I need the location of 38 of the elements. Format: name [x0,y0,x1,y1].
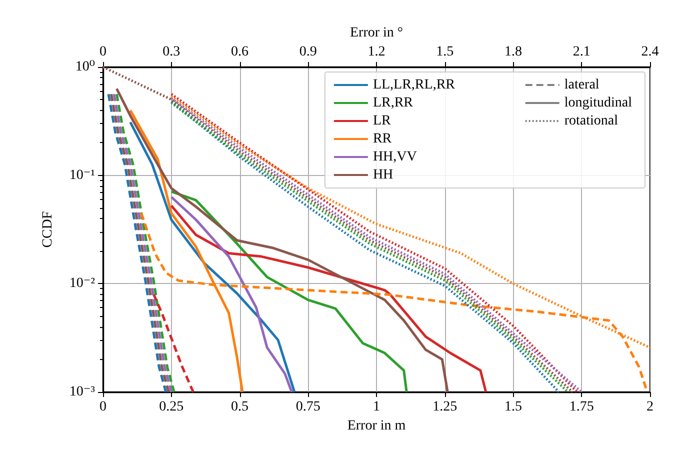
x2-tick-label: 0.6 [231,44,248,60]
x-tick-label: 1.75 [569,400,594,414]
x-tick-label: 1.5 [504,400,522,414]
line-series [129,121,296,394]
x-axis-title: Error in m [347,418,406,434]
legend-label: HH,VV [372,150,417,164]
legend-label: LL,LR,RL,RR [372,78,456,92]
x-tick-label: 1 [373,400,380,414]
x2-tick-label: 0.3 [162,44,180,60]
x-tick-label: 0 [100,400,106,414]
line-series [152,292,195,394]
x2-tick-label: 1.2 [368,44,386,60]
x-tick-label: 1.25 [432,400,458,414]
legend-label: lateral [564,78,600,92]
x-tick-label: 0.75 [296,400,320,414]
line-series [170,204,488,394]
legend-label: rotational [564,114,618,128]
y-axis-title: CCDF [40,211,56,248]
legend-label: HH [372,168,394,182]
x-tick-label: 0.5 [231,400,248,414]
line-series [170,196,293,394]
x2-tick-label: 2.1 [572,44,590,60]
x2-tick-label: 1.5 [436,44,454,60]
x2-tick-label: 1.8 [504,44,522,60]
legend-label: longitudinal [564,96,632,110]
x2-tick-label: 0 [100,44,106,60]
x-tick-label: 0.25 [159,400,184,414]
legend-label: LR,RR [372,96,414,110]
x2-axis-title: Error in ° [350,26,404,41]
legend-label: RR [372,132,392,146]
y-tick-label: 10⁻¹ [69,168,95,183]
x-tick-label: 2 [646,400,654,414]
y-tick-label: 10⁰ [75,60,96,74]
y-tick-label: 10⁻² [69,276,95,292]
x2-tick-label: 2.4 [641,44,659,60]
x2-tick-label: 0.9 [299,44,317,60]
legend-label: LR [372,114,392,128]
y-tick-label: 10⁻³ [69,384,95,400]
